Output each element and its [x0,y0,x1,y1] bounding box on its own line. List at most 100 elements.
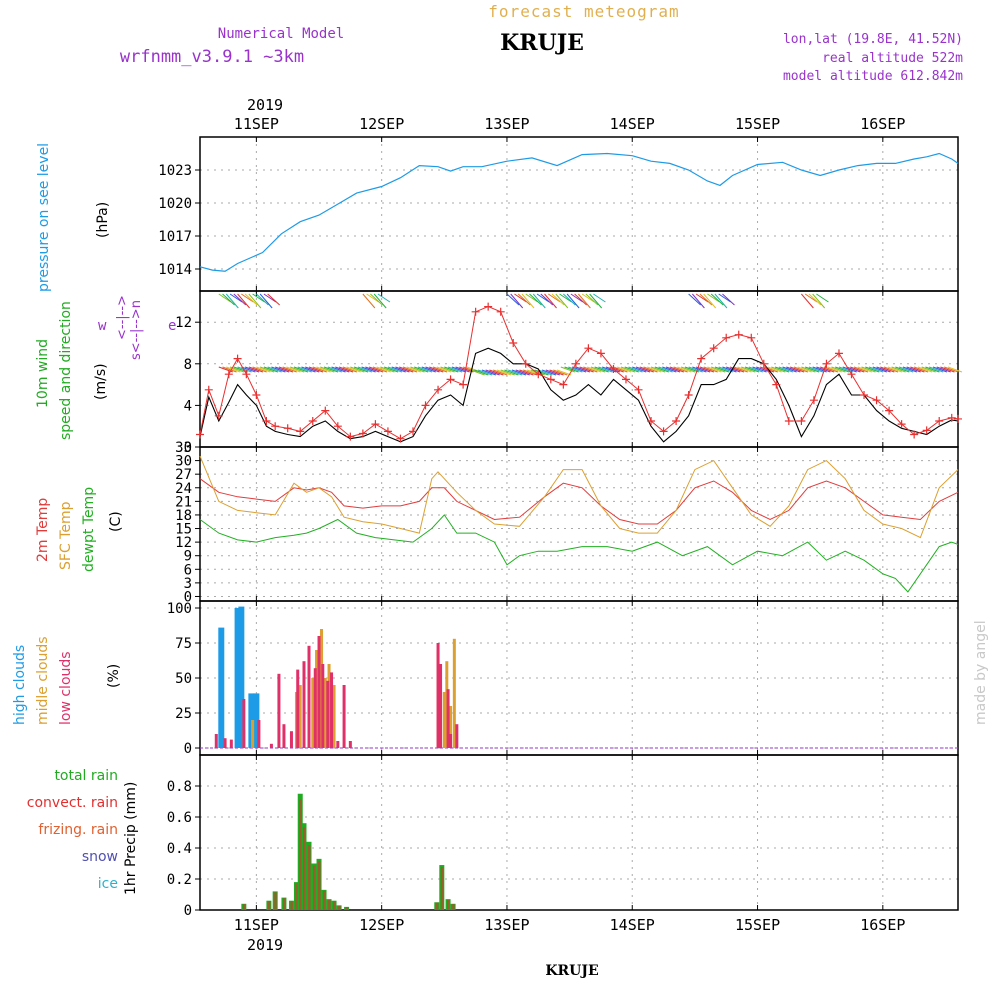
cloud-label-low: low clouds [58,651,74,725]
gust-marker [471,307,480,316]
wind-barb [489,369,504,376]
wind-barb [563,293,576,306]
wind-barb [399,366,414,373]
gust-marker [262,417,271,425]
precip-y-tick-label: 0.4 [167,841,192,857]
temp-label-2m: 2m Temp [35,498,51,562]
cloud-bar-low [313,668,317,748]
wind-barb [662,366,677,373]
cloud-bar-midle [323,678,327,748]
precip-legend-0: total rain [54,768,118,784]
wind-barb [519,369,534,376]
pressure-frame [199,136,959,292]
watermark: made by angel [973,620,989,725]
wind-barb [229,293,243,303]
wind-barb [370,293,383,306]
wind-barb [658,366,673,373]
temp-y-tick-label: 12 [175,535,192,551]
gust-marker [346,432,355,441]
wind-barb [778,366,794,373]
wind-barb [338,366,354,373]
wind-barb [402,366,418,373]
wind-barb [551,293,565,306]
wind-barb [570,293,584,303]
wind-barb [485,369,500,376]
wind-barb [789,366,805,373]
temp-y-tick-label: 21 [175,494,192,510]
wind-barb [365,366,380,373]
cloud-bar-low [342,685,346,748]
gust-marker [659,427,668,436]
cloud-bar-high [253,693,260,748]
wind-dir-arrow: <--|--> [115,295,130,340]
precip-bar-convective [318,861,321,910]
wind-barb [722,366,737,373]
wind-barb [620,366,636,373]
wind-barb [786,366,801,373]
wind-barb [940,366,955,373]
wind-barb [447,366,463,373]
wind-barb [297,366,312,373]
wind-barb [574,293,587,306]
wind-barb [707,293,720,303]
temp-y-tick-label: 24 [175,481,192,497]
wind-ylabel: (m/s) [93,363,109,400]
wind-barb [577,293,591,309]
wind-barb [575,366,591,373]
wind-barb [692,293,705,309]
wind-barb [432,366,448,373]
wind-barb [267,293,280,306]
wind-barb [917,366,933,373]
wind-barb [571,366,587,373]
wind-barb [444,366,459,373]
wind-barb [395,366,410,373]
gust-marker [358,429,367,438]
precip-bar-convective [302,827,306,910]
cloud-bar-low [296,669,300,748]
wind-barb [244,293,258,306]
wind-barb [271,366,286,373]
wind-barb [529,293,542,306]
precip-bar-convective [295,883,298,910]
wind-barb [695,293,709,303]
precip-bar-convective [452,904,455,910]
precip-bar-convective [313,865,316,910]
top-year-label: 2019 [247,96,283,114]
gust-marker [559,380,568,389]
station-title: KRUJE [500,30,584,56]
wind-barb [804,366,820,373]
precip-legend-1: convect. rain [27,795,118,811]
wind-barb [816,293,829,303]
wind-barb [237,293,250,309]
gust-marker [421,401,430,410]
wind-barb [440,366,455,373]
wind-barb [237,366,252,373]
wind-barb [429,366,444,373]
temp-y-tick-label: 33 [175,440,192,456]
top-date-tick: 16SEP [860,115,905,133]
precip-bar-convective [242,904,246,910]
wind-barb [910,366,925,373]
wind-barb [838,366,854,373]
wind-barb [947,366,963,373]
cloud-bar-low [214,734,218,748]
wind-barb [635,366,651,373]
wind-barb [639,366,654,373]
wind-barb [801,366,816,373]
wind-barb [425,366,440,373]
cloud-bar-low [302,661,306,748]
cloud-bar-low [348,741,352,748]
precip-bar-convective [267,901,271,910]
wind-barb [376,366,391,373]
cloud-bar-low [223,738,227,748]
gust-marker [521,359,530,368]
precip-bar-convective [440,867,444,910]
gust-marker [922,426,931,435]
pressure-y-tick-label: 1014 [158,262,192,278]
pressure-y-tick-label: 1017 [158,229,192,245]
model-label: Numerical Model [218,26,344,42]
wind-barb [540,293,554,306]
wind-barb [226,366,241,373]
gust-marker [496,307,505,316]
wind-barb [771,366,786,373]
